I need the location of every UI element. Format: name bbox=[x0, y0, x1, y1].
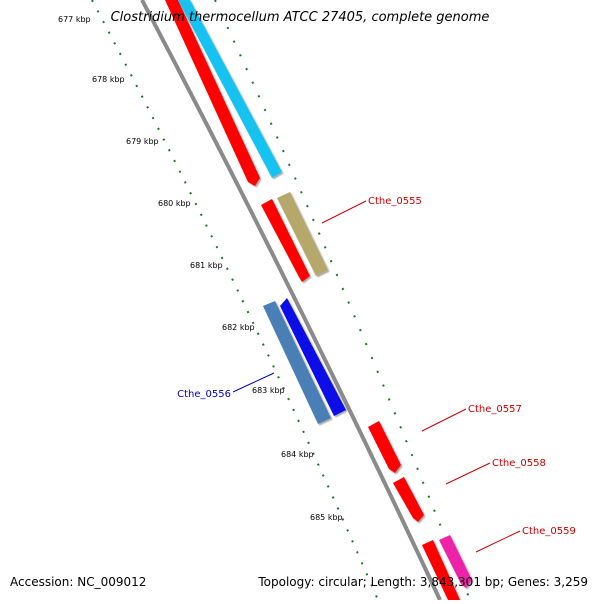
tick-label-3: 679 kbp bbox=[126, 137, 159, 146]
gene-cyan-feature[interactable] bbox=[178, 0, 282, 178]
map-title: Clostridium thermocellum ATCC 27405, com… bbox=[110, 10, 490, 25]
gene-cthe-0557[interactable] bbox=[368, 421, 401, 473]
gene-cthe-0556-blue[interactable] bbox=[280, 298, 346, 416]
gene-label-cthe-0557[interactable]: Cthe_0557 bbox=[468, 404, 522, 415]
genome-backbone bbox=[140, 0, 442, 601]
tick-label-1: 677 kbp bbox=[58, 15, 91, 24]
gene-label-leader-1 bbox=[321, 200, 367, 224]
gene-label-cthe-0556[interactable]: Cthe_0556 bbox=[177, 389, 231, 400]
gene-label-cthe-0559[interactable]: Cthe_0559 bbox=[522, 526, 576, 537]
tick-label-5: 681 kbp bbox=[190, 261, 223, 270]
gene-cthe-0555[interactable] bbox=[277, 192, 328, 276]
accession-text: Accession: NC_009012 bbox=[10, 575, 147, 589]
inner-tick-track bbox=[91, 0, 379, 601]
tick-label-8: 684 kbp bbox=[281, 450, 314, 459]
outer-tick-track bbox=[214, 0, 471, 601]
gene-cthe-0559-red[interactable] bbox=[422, 540, 460, 600]
gene-cthe-0554-arrow[interactable] bbox=[165, 0, 260, 186]
tick-label-6: 682 kbp bbox=[222, 323, 255, 332]
gene-cthe-0555-left[interactable] bbox=[261, 199, 310, 282]
tick-label-7: 683 kbp bbox=[252, 386, 285, 395]
tick-label-2: 678 kbp bbox=[92, 75, 125, 84]
gene-cthe-0559[interactable] bbox=[439, 535, 472, 588]
gene-label-cthe-0555[interactable]: Cthe_0555 bbox=[368, 196, 422, 207]
gene-label-leader-3 bbox=[421, 408, 467, 432]
gene-label-cthe-0558[interactable]: Cthe_0558 bbox=[492, 458, 546, 469]
genome-summary-text: Topology: circular; Length: 3,843,301 bp… bbox=[258, 575, 588, 589]
tick-label-4: 680 kbp bbox=[158, 199, 191, 208]
gene-label-leader-5 bbox=[475, 530, 521, 553]
gene-label-leader-2 bbox=[232, 372, 275, 393]
tick-label-9: 685 kbp bbox=[310, 513, 343, 522]
gene-cthe-0556[interactable] bbox=[263, 301, 331, 424]
gene-label-leader-4 bbox=[445, 462, 491, 485]
gene-cthe-0558[interactable] bbox=[393, 477, 424, 522]
